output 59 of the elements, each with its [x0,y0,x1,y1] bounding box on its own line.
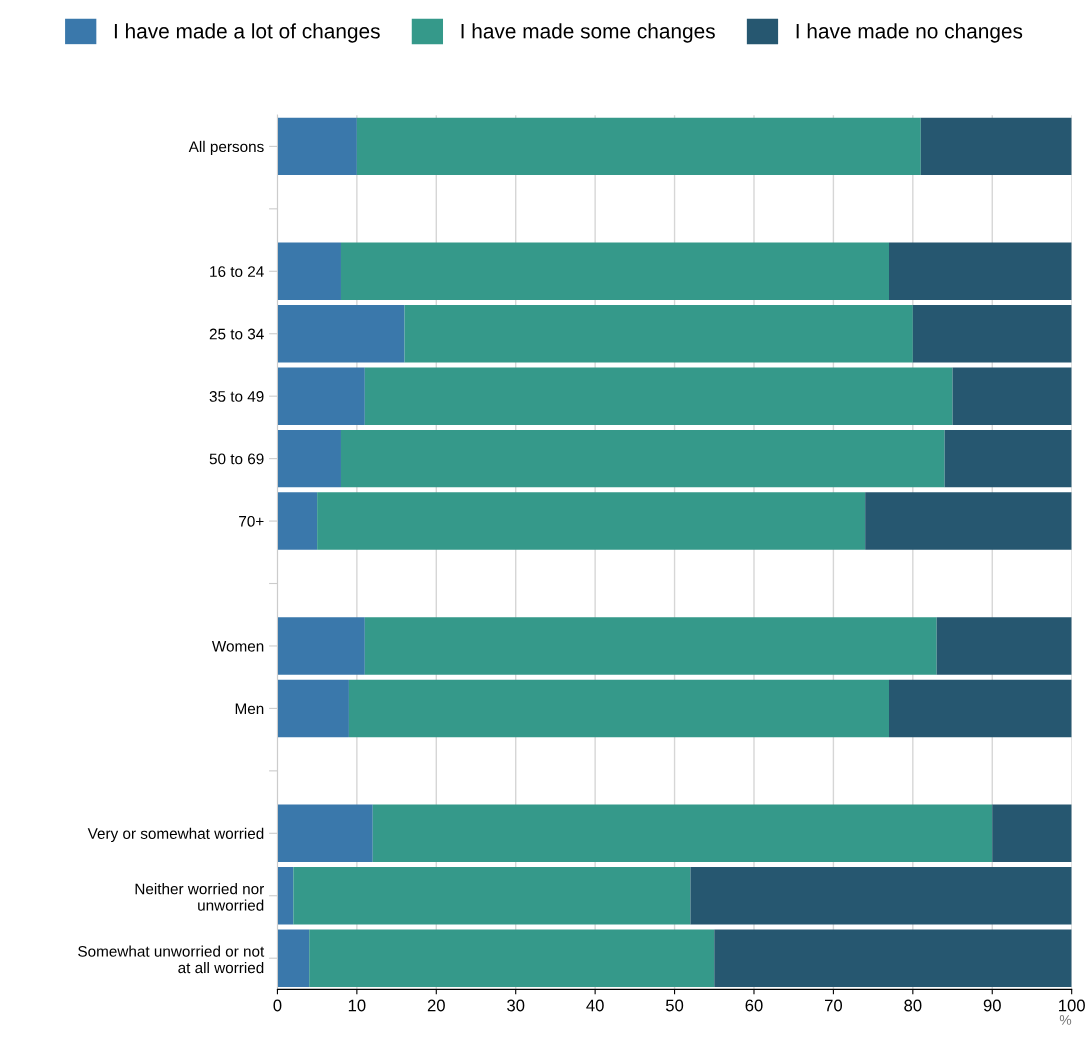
x-tick-label: 100 [1059,999,1085,1012]
bar [277,929,310,987]
bar [340,429,945,488]
bar [714,929,1072,987]
legend-label: I have made no changes [796,23,1023,43]
y-tick-label: Women [211,640,264,652]
y-tick-label: Somewhat unworried or not at all worried [78,945,265,974]
y-tick-label: Men [235,703,264,715]
bar [992,804,1072,863]
bar [865,492,1072,550]
legend-label: I have made some changes [461,23,715,43]
x-tick-label: 10 [348,999,366,1012]
bar [340,242,889,301]
bar [277,117,357,176]
bar [952,367,1072,425]
x-tick-label: 30 [507,999,525,1012]
y-tick-label: Neither worried nor unworried [135,883,264,911]
y-tick-label: Very or somewhat worried [87,827,264,843]
bar [309,929,715,987]
x-tick-label: 0 [273,999,282,1012]
bar [277,242,341,301]
bar [690,867,1072,925]
x-tick-label: 40 [586,999,604,1012]
y-tick-label: 70+ [239,515,264,527]
bar [889,679,1072,738]
bar [364,617,937,675]
legend-label: I have made a lot of changes [114,23,380,43]
x-tick-label: 90 [983,999,1001,1012]
bar [277,867,294,925]
bar [356,117,921,176]
bar [277,804,373,863]
bar [364,367,953,425]
x-tick-label: 80 [904,999,922,1012]
bar [277,429,341,488]
y-tick-label: 25 to 34 [209,328,264,340]
bar [920,117,1072,176]
x-tick-label: 20 [427,999,445,1012]
bar [936,617,1072,675]
y-tick-label: 50 to 69 [209,453,264,465]
y-tick-label: All persons [188,140,264,156]
bar [348,679,889,738]
bar [912,305,1072,363]
x-tick-label: 70 [824,999,843,1012]
x-axis-title: % [1059,1015,1072,1025]
bar [317,492,866,550]
x-tick-label: 50 [665,999,684,1012]
bar [944,429,1072,488]
y-tick-label: 35 to 49 [209,391,264,402]
bar [372,804,993,863]
bar [277,617,365,675]
y-tick-label: 16 to 24 [210,266,264,277]
bar [889,242,1072,301]
bar [277,679,349,738]
bar [277,492,318,550]
bar [293,867,691,925]
bar [277,367,365,425]
bar [404,305,913,363]
bar [277,305,405,363]
x-tick-label: 60 [745,999,763,1012]
